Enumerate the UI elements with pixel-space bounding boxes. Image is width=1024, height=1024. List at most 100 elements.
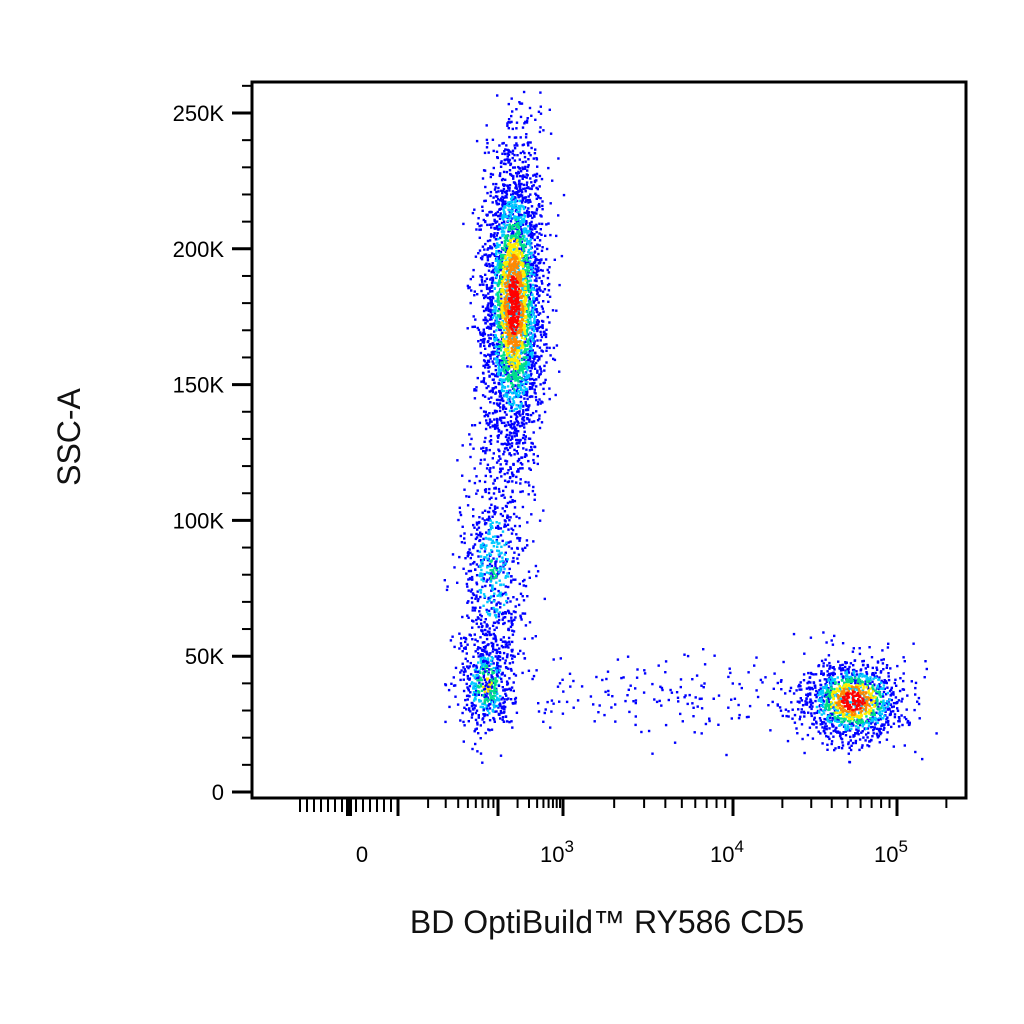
- data-point: [534, 355, 538, 358]
- data-point: [512, 248, 515, 251]
- data-point: [519, 326, 522, 329]
- data-point: [799, 697, 802, 700]
- data-point: [453, 645, 456, 649]
- data-point: [520, 365, 524, 369]
- data-point: [466, 504, 470, 507]
- data-point: [478, 539, 482, 542]
- data-point: [521, 612, 524, 615]
- data-point: [493, 188, 497, 191]
- data-point: [496, 692, 499, 695]
- data-point: [512, 369, 516, 373]
- data-point: [512, 234, 515, 238]
- data-point: [488, 314, 491, 317]
- data-point: [461, 615, 464, 619]
- data-point: [506, 421, 510, 424]
- data-point: [532, 326, 535, 329]
- data-point: [502, 265, 505, 269]
- data-point: [474, 687, 477, 690]
- data-point: [519, 240, 522, 243]
- data-point: [503, 424, 507, 428]
- data-point: [484, 618, 487, 621]
- data-point: [488, 469, 491, 472]
- data-point: [515, 127, 518, 130]
- data-point: [513, 354, 516, 357]
- data-point: [494, 511, 497, 514]
- data-point: [914, 750, 917, 754]
- data-point: [472, 655, 475, 658]
- data-point: [473, 526, 476, 529]
- data-point: [520, 313, 523, 317]
- data-point: [478, 224, 481, 228]
- data-point: [481, 649, 484, 652]
- data-point: [533, 378, 536, 382]
- data-point: [488, 678, 491, 682]
- data-point: [528, 261, 531, 265]
- data-point: [472, 685, 475, 688]
- data-point: [513, 435, 516, 438]
- data-point: [529, 233, 532, 236]
- data-point: [504, 659, 507, 662]
- data-point: [509, 323, 512, 326]
- data-point: [473, 424, 477, 427]
- data-point: [467, 616, 470, 619]
- data-point: [507, 208, 510, 211]
- data-point: [487, 537, 491, 540]
- data-point: [521, 547, 524, 550]
- data-point: [484, 410, 487, 414]
- data-point: [489, 278, 492, 281]
- data-point: [483, 678, 487, 681]
- data-point: [480, 615, 483, 618]
- data-point: [527, 570, 531, 573]
- data-point: [530, 224, 533, 227]
- data-point: [517, 380, 520, 383]
- data-point: [545, 343, 548, 346]
- data-point: [490, 549, 493, 552]
- data-point: [914, 681, 918, 685]
- data-point: [476, 674, 479, 677]
- data-point: [499, 583, 502, 587]
- data-point: [491, 672, 494, 675]
- data-point: [513, 524, 517, 528]
- data-point: [491, 270, 494, 273]
- data-point: [485, 665, 489, 668]
- data-point: [491, 278, 495, 281]
- data-point: [473, 467, 476, 470]
- data-point: [495, 521, 498, 524]
- data-point: [529, 177, 532, 180]
- data-point: [538, 417, 541, 420]
- data-point: [520, 377, 523, 380]
- data-point: [512, 198, 516, 201]
- data-point: [466, 698, 469, 701]
- data-point: [522, 302, 525, 305]
- data-point: [495, 150, 499, 153]
- data-point: [505, 331, 508, 334]
- data-point: [826, 664, 829, 667]
- data-point: [487, 728, 490, 731]
- data-point: [495, 417, 499, 421]
- data-point: [499, 172, 502, 175]
- data-point: [544, 335, 548, 339]
- data-point: [524, 230, 527, 233]
- data-point: [497, 593, 501, 596]
- data-point: [840, 747, 844, 750]
- data-point: [516, 244, 520, 247]
- data-point: [499, 638, 503, 641]
- data-point: [824, 658, 827, 661]
- data-point: [509, 217, 512, 220]
- data-point: [482, 293, 485, 297]
- data-point: [538, 373, 541, 377]
- data-point: [500, 325, 503, 329]
- data-point: [488, 668, 491, 671]
- data-point: [912, 642, 915, 645]
- data-point: [541, 350, 545, 353]
- data-point: [539, 339, 542, 342]
- data-point: [532, 301, 536, 304]
- data-point: [489, 245, 492, 248]
- data-point: [514, 334, 517, 337]
- data-point: [498, 542, 501, 545]
- data-point: [474, 670, 477, 673]
- data-point: [485, 422, 488, 425]
- data-point: [507, 318, 511, 322]
- data-point: [521, 436, 525, 440]
- data-point: [793, 713, 797, 717]
